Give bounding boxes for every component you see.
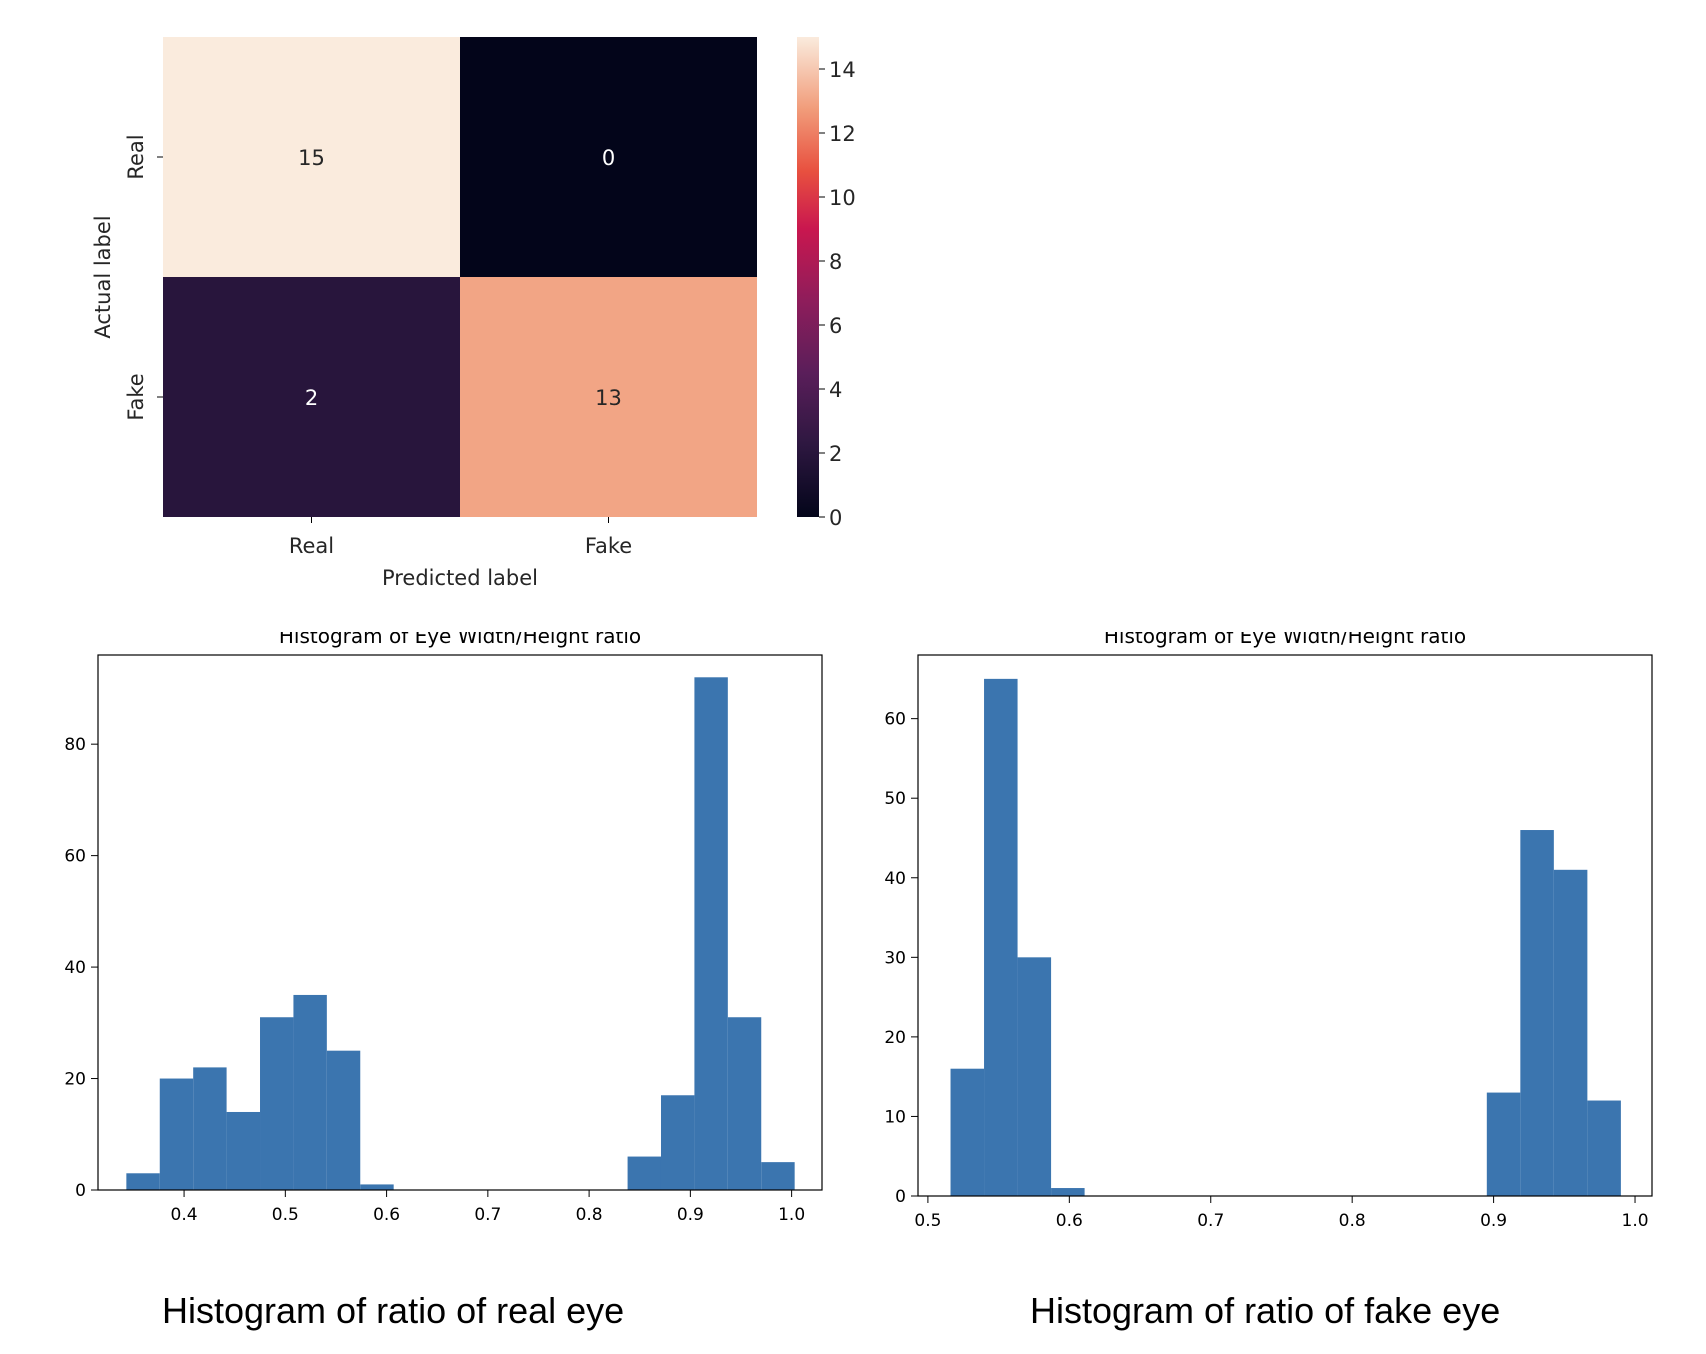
x-tick-label: 1.0 bbox=[778, 1205, 805, 1225]
histogram-bar bbox=[1587, 1100, 1621, 1196]
y-tick-label: Fake bbox=[124, 373, 148, 420]
colorbar-tick-label: 0 bbox=[829, 506, 842, 530]
histogram-bar bbox=[326, 1050, 361, 1190]
heatmap-cell bbox=[460, 37, 757, 277]
plot-frame bbox=[917, 654, 1653, 1197]
x-tick-label: Fake bbox=[585, 534, 632, 558]
histogram-bar bbox=[1520, 830, 1554, 1196]
heatmap-cell-value: 0 bbox=[602, 146, 615, 170]
colorbar-tick-label: 14 bbox=[829, 58, 856, 82]
heatmap-cell bbox=[460, 277, 757, 517]
x-tick-label: 0.9 bbox=[1480, 1211, 1507, 1231]
colorbar-tick-label: 4 bbox=[829, 378, 842, 402]
heatmap-cell-value: 15 bbox=[298, 146, 325, 170]
heatmap-cell bbox=[163, 277, 460, 517]
histogram-bar bbox=[360, 1184, 394, 1190]
x-tick-label: Real bbox=[289, 534, 334, 558]
histogram-bar bbox=[126, 1173, 160, 1190]
x-tick-label: 0.8 bbox=[576, 1205, 603, 1225]
y-tick-label: 40 bbox=[884, 869, 906, 889]
histogram-bar bbox=[950, 1068, 985, 1196]
histogram-bar bbox=[260, 1017, 294, 1190]
x-axis-label: Predicted label bbox=[382, 566, 538, 590]
x-tick-label: 0.6 bbox=[373, 1205, 400, 1225]
y-axis-label: Actual label bbox=[91, 215, 115, 338]
caption-fake-eye: Histogram of ratio of fake eye bbox=[1030, 1290, 1501, 1331]
histogram-bar bbox=[761, 1162, 795, 1190]
colorbar bbox=[797, 37, 819, 517]
histogram-bar bbox=[293, 994, 327, 1190]
x-tick-label: 0.7 bbox=[474, 1205, 501, 1225]
x-tick-label: 0.8 bbox=[1339, 1211, 1366, 1231]
x-tick-label: 0.5 bbox=[914, 1211, 941, 1231]
histogram-bar bbox=[984, 678, 1018, 1196]
x-tick-label: 0.6 bbox=[1056, 1211, 1083, 1231]
histogram-bar bbox=[727, 1017, 762, 1190]
histogram-bar bbox=[1017, 957, 1052, 1196]
heatmap-cell bbox=[163, 37, 460, 277]
histogram-bar bbox=[193, 1067, 227, 1190]
colorbar-tick-label: 12 bbox=[829, 122, 856, 146]
y-tick-label: 20 bbox=[64, 1070, 86, 1090]
y-tick-label: 80 bbox=[64, 735, 86, 755]
x-tick-label: 0.5 bbox=[272, 1205, 299, 1225]
y-tick-label: 20 bbox=[884, 1028, 906, 1048]
heatmap-cell-value: 2 bbox=[305, 386, 318, 410]
title-crop-mask bbox=[0, 600, 1706, 632]
colorbar-tick-label: 10 bbox=[829, 186, 856, 210]
confusion-matrix-heatmap: 15 0 2 13 Real Fake Real Fake Predicted label Act… bbox=[91, 37, 856, 590]
plot-frame bbox=[97, 654, 823, 1191]
histogram-bar bbox=[159, 1078, 194, 1190]
y-tick-label: 60 bbox=[884, 710, 906, 730]
histogram-bar bbox=[1051, 1188, 1085, 1196]
y-tick-label: 30 bbox=[884, 948, 906, 968]
y-tick-label: 0 bbox=[75, 1181, 86, 1201]
colorbar-tick-label: 2 bbox=[829, 442, 842, 466]
histogram-bar bbox=[627, 1156, 661, 1190]
histogram-bar bbox=[1486, 1092, 1521, 1196]
histogram-bar bbox=[226, 1111, 261, 1190]
y-tick-label: 40 bbox=[64, 958, 86, 978]
caption-real-eye: Histogram of ratio of real eye bbox=[162, 1290, 625, 1331]
histogram-bar bbox=[694, 677, 728, 1190]
x-tick-label: 0.9 bbox=[677, 1205, 704, 1225]
y-tick-label: Real bbox=[124, 134, 148, 179]
colorbar-tick-label: 6 bbox=[829, 314, 842, 338]
heatmap-cell-value: 13 bbox=[595, 386, 622, 410]
histogram-bar bbox=[1553, 869, 1588, 1196]
histogram-bar bbox=[660, 1095, 695, 1190]
x-tick-label: 0.4 bbox=[171, 1205, 198, 1225]
y-tick-label: 0 bbox=[895, 1187, 906, 1207]
x-tick-label: 1.0 bbox=[1622, 1211, 1649, 1231]
y-tick-label: 60 bbox=[64, 847, 86, 867]
y-tick-label: 50 bbox=[884, 789, 906, 809]
colorbar-tick-label: 8 bbox=[829, 250, 842, 274]
x-tick-label: 0.7 bbox=[1197, 1211, 1224, 1231]
y-tick-label: 10 bbox=[884, 1107, 906, 1127]
